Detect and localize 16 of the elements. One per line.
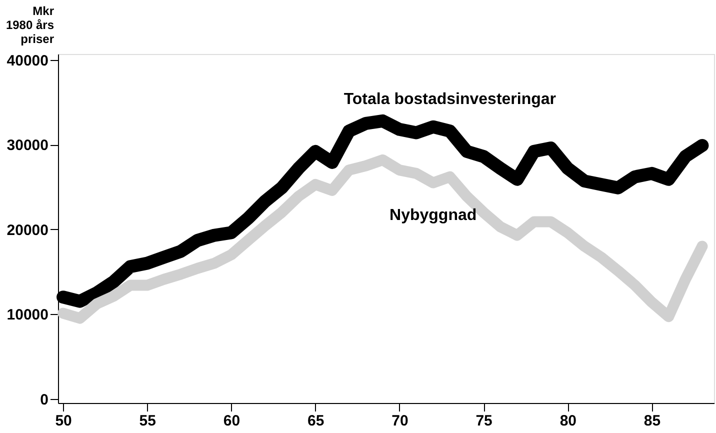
x-tick-label: 70 bbox=[392, 412, 408, 430]
x-tick-label: 60 bbox=[223, 412, 240, 430]
x-tick-label: 85 bbox=[644, 412, 661, 430]
series-label: Totala bostadsinvesteringar bbox=[344, 91, 556, 108]
y-tick-label: 20000 bbox=[6, 222, 48, 239]
y-tick-label: 40000 bbox=[6, 52, 48, 70]
y-axis-title: Mkr 1980 års priser bbox=[6, 4, 54, 46]
x-tick-label: 80 bbox=[560, 412, 577, 430]
x-tick-label: 75 bbox=[476, 412, 492, 430]
y-tick-label: 30000 bbox=[6, 137, 48, 154]
y-tick-label: 10000 bbox=[6, 306, 48, 324]
series-label: Nybyggnad bbox=[390, 206, 477, 224]
y-tick-label: 0 bbox=[40, 391, 48, 408]
x-tick-label: 55 bbox=[139, 412, 156, 430]
x-tick-label: 65 bbox=[308, 412, 324, 430]
x-tick-label: 50 bbox=[55, 412, 72, 430]
